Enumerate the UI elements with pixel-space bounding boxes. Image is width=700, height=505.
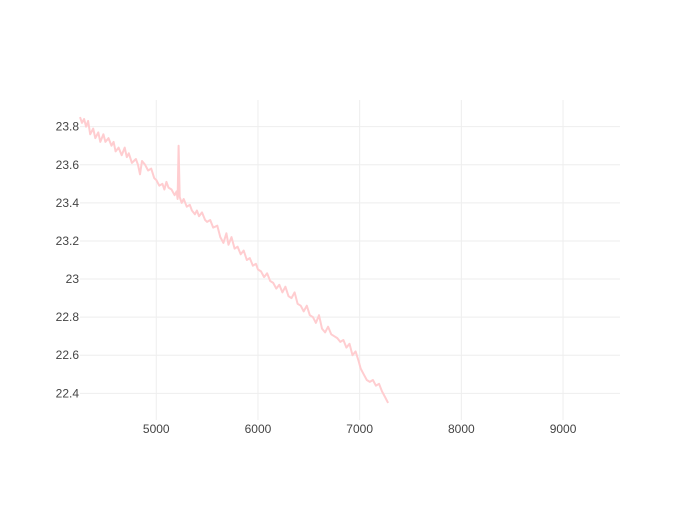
y-axis-ticks: 22.4 22.6 22.8 23 23.2 23.4 23.6 23.8 xyxy=(56,120,80,401)
grid xyxy=(80,100,620,420)
y-tick-label: 23.6 xyxy=(56,158,80,172)
x-tick-label: 6000 xyxy=(245,422,272,436)
y-tick-label: 22.6 xyxy=(56,348,80,362)
series-layer xyxy=(79,116,389,404)
y-tick-label: 23.2 xyxy=(56,234,80,248)
series-line xyxy=(79,116,389,404)
y-tick-label: 23.4 xyxy=(56,196,80,210)
y-tick-label: 22.4 xyxy=(56,386,80,400)
x-tick-label: 9000 xyxy=(550,422,577,436)
y-tick-label: 23 xyxy=(66,272,80,286)
x-tick-label: 8000 xyxy=(448,422,475,436)
x-tick-label: 7000 xyxy=(346,422,373,436)
x-tick-label: 5000 xyxy=(143,422,170,436)
y-tick-label: 23.8 xyxy=(56,120,80,134)
y-tick-label: 22.8 xyxy=(56,310,80,324)
x-axis-ticks: 5000 6000 7000 8000 9000 xyxy=(143,422,577,436)
